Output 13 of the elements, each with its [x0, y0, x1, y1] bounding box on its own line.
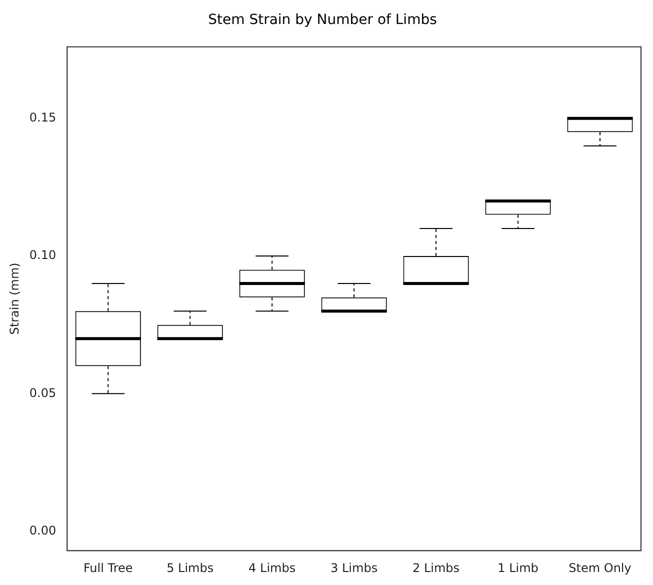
x-tick-label: 1 Limb: [498, 560, 538, 575]
x-tick-label: 4 Limbs: [248, 560, 296, 575]
y-tick-label: 0.15: [29, 110, 56, 125]
y-axis-title: Strain (mm): [7, 262, 22, 335]
y-tick-label: 0.00: [29, 523, 56, 538]
x-tick-label: Full Tree: [83, 560, 133, 575]
y-tick-label: 0.05: [29, 386, 56, 400]
chart-title: Stem Strain by Number of Limbs: [208, 12, 437, 28]
x-tick-label: Stem Only: [568, 560, 632, 575]
x-tick-label: 5 Limbs: [166, 560, 214, 575]
y-tick-label: 0.10: [29, 248, 56, 262]
x-tick-label: 3 Limbs: [330, 560, 378, 575]
x-tick-label: 2 Limbs: [412, 560, 460, 575]
